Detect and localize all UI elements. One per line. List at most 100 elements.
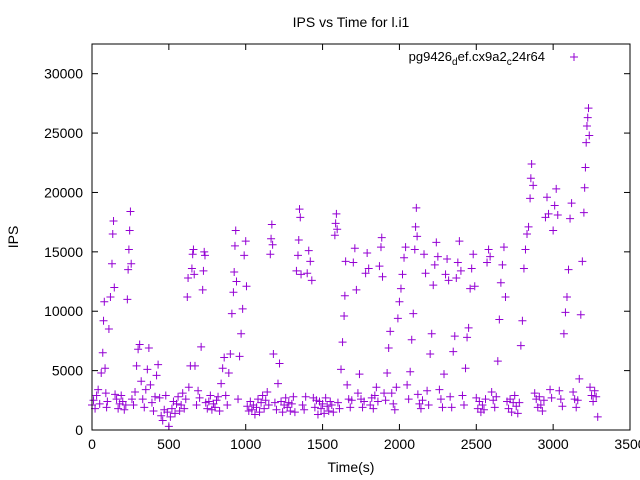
data-point-122 [250, 410, 259, 419]
data-point-27 [121, 401, 130, 410]
data-point-348 [580, 183, 589, 192]
data-point-171 [320, 409, 329, 418]
data-point-83 [198, 285, 207, 294]
data-point-240 [416, 404, 425, 413]
data-point-217 [384, 344, 393, 353]
data-point-260 [447, 403, 456, 412]
data-point-63 [172, 399, 181, 408]
data-point-301 [510, 391, 519, 400]
data-point-266 [456, 266, 465, 275]
data-point-57 [163, 408, 172, 417]
data-point-286 [487, 387, 496, 396]
data-point-194 [350, 244, 359, 253]
data-point-327 [549, 226, 558, 235]
data-point-50 [152, 371, 161, 380]
data-point-78 [190, 361, 199, 370]
data-point-159 [301, 392, 310, 401]
data-point-290 [493, 357, 502, 366]
data-point-233 [409, 309, 418, 318]
y-tick-label-3: 15000 [44, 244, 83, 260]
data-point-219 [387, 389, 396, 398]
data-point-295 [501, 292, 510, 301]
data-point-228 [401, 243, 410, 252]
data-point-110 [234, 395, 243, 404]
data-point-270 [463, 333, 472, 342]
data-point-232 [407, 335, 416, 344]
y-tick-label-1: 5000 [52, 363, 83, 379]
data-point-8 [99, 316, 108, 325]
data-point-79 [192, 401, 201, 410]
data-point-353 [584, 104, 593, 113]
data-point-126 [257, 398, 266, 407]
data-point-154 [295, 205, 304, 214]
data-point-138 [272, 405, 281, 414]
data-point-264 [453, 258, 462, 267]
data-point-346 [578, 257, 587, 266]
data-point-178 [330, 231, 339, 240]
data-point-140 [275, 359, 284, 368]
data-point-209 [373, 397, 382, 406]
data-point-237 [413, 232, 422, 241]
data-point-323 [542, 193, 551, 202]
data-point-51 [154, 360, 163, 369]
data-point-38 [134, 345, 143, 354]
data-point-161 [304, 246, 313, 255]
data-point-214 [380, 389, 389, 398]
data-point-193 [349, 258, 358, 267]
data-point-71 [184, 273, 193, 282]
data-point-289 [492, 392, 501, 401]
data-point-137 [270, 398, 279, 407]
data-point-102 [224, 368, 233, 377]
data-point-15 [106, 292, 115, 301]
data-point-254 [438, 403, 447, 412]
data-point-315 [530, 389, 539, 398]
data-point-335 [561, 308, 570, 317]
data-point-213 [378, 272, 387, 281]
data-point-263 [452, 273, 461, 282]
data-point-280 [478, 401, 487, 410]
data-point-185 [338, 338, 347, 347]
data-point-135 [268, 240, 277, 249]
data-point-229 [403, 380, 412, 389]
legend-label-part-1: pg9426 [409, 49, 452, 64]
data-point-6 [97, 368, 106, 377]
legend-label-sub-1: d [452, 57, 458, 68]
data-point-271 [464, 323, 473, 332]
data-point-328 [550, 201, 559, 210]
data-point-60 [167, 404, 176, 413]
data-point-133 [267, 234, 276, 243]
data-point-337 [564, 265, 573, 274]
data-point-267 [458, 391, 467, 400]
data-point-242 [420, 250, 429, 259]
data-point-257 [443, 254, 452, 263]
y-tick-label-6: 30000 [44, 66, 83, 82]
data-point-72 [184, 383, 193, 392]
data-point-35 [129, 401, 138, 410]
data-point-354 [585, 131, 594, 140]
data-point-123 [252, 403, 261, 412]
data-point-19 [110, 283, 119, 292]
data-point-153 [294, 235, 303, 244]
data-point-253 [436, 395, 445, 404]
data-point-355 [586, 383, 595, 392]
data-point-250 [432, 238, 441, 247]
data-point-111 [235, 352, 244, 361]
data-point-162 [306, 257, 315, 266]
data-point-359 [592, 392, 601, 401]
data-point-148 [287, 399, 296, 408]
data-point-274 [469, 250, 478, 259]
data-point-67 [178, 389, 187, 398]
data-point-283 [483, 258, 492, 267]
data-point-351 [582, 121, 591, 130]
data-point-262 [450, 332, 459, 341]
data-point-195 [352, 285, 361, 294]
data-point-288 [490, 403, 499, 412]
data-point-59 [166, 412, 175, 421]
data-point-216 [383, 368, 392, 377]
x-tick-label-0: 0 [88, 436, 96, 452]
data-point-186 [340, 311, 349, 320]
data-point-42 [140, 403, 149, 412]
data-point-26 [120, 405, 129, 414]
